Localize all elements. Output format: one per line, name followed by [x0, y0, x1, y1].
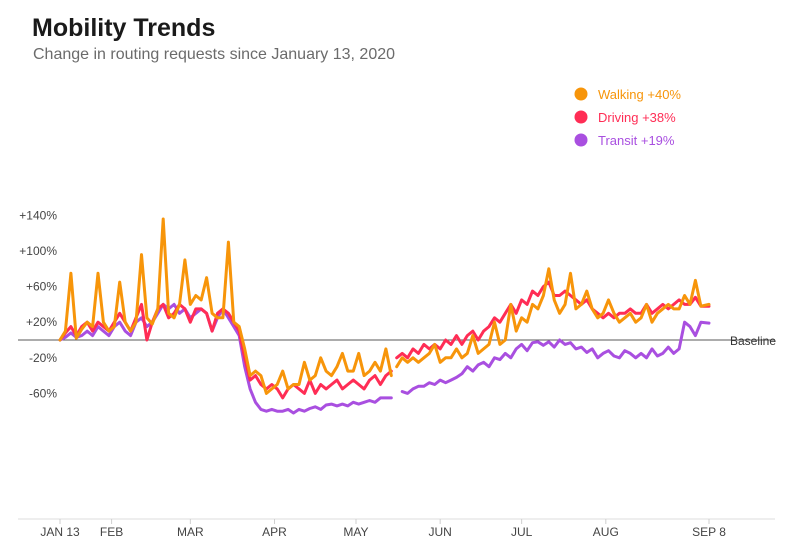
y-tick-label: -60%: [29, 386, 57, 400]
series-line: [58, 217, 393, 395]
x-tick-label: FEB: [100, 525, 123, 539]
series-line: [58, 302, 393, 400]
y-tick-label: +100%: [19, 244, 57, 258]
x-tick-label: JUL: [511, 525, 533, 539]
x-tick-label: JUN: [428, 525, 451, 539]
series-line: [400, 320, 711, 395]
legend-marker: [574, 110, 588, 124]
chart-title: Mobility Trends: [32, 14, 216, 42]
x-tick-label: AUG: [593, 525, 619, 539]
legend-marker: [574, 133, 588, 147]
x-tick-label: MAY: [343, 525, 368, 539]
y-tick-label: +20%: [26, 315, 57, 329]
legend-label: Driving +38%: [598, 110, 676, 125]
legend-marker: [574, 87, 588, 101]
x-tick-label: SEP 8: [692, 525, 726, 539]
series-line: [395, 267, 711, 369]
y-tick-label: -20%: [29, 351, 57, 365]
baseline-label: Baseline: [730, 334, 776, 348]
y-tick-label: +140%: [19, 208, 57, 222]
y-tick-label: +60%: [26, 280, 57, 294]
x-tick-label: APR: [262, 525, 287, 539]
x-tick-label: MAR: [177, 525, 204, 539]
chart-subtitle: Change in routing requests since January…: [33, 46, 396, 63]
legend-label: Transit +19%: [598, 133, 675, 148]
legend-label: Walking +40%: [598, 87, 681, 102]
x-tick-label: JAN 13: [40, 525, 80, 539]
